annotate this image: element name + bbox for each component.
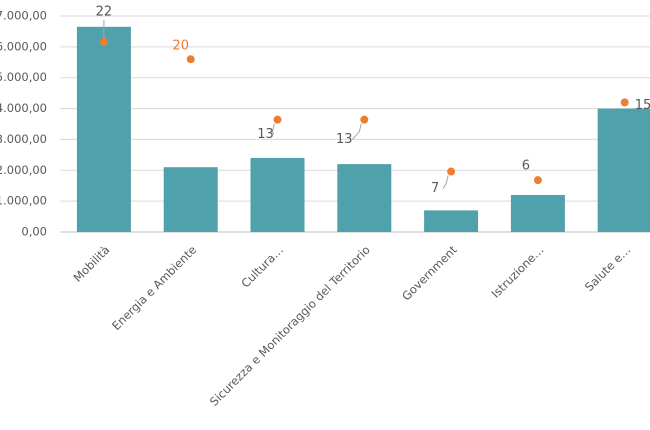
data-label: 7	[431, 181, 439, 196]
leader-line	[442, 175, 449, 189]
bar	[250, 157, 305, 232]
dot	[99, 37, 108, 46]
data-label: 13	[336, 132, 353, 147]
y-tick-label: 1.000,00	[0, 194, 47, 208]
y-tick-label: 4.000,00	[0, 101, 47, 115]
dot	[186, 55, 195, 64]
data-label: 6	[522, 159, 530, 174]
leader-line	[351, 123, 362, 141]
bar	[424, 210, 479, 232]
bar	[163, 167, 218, 232]
data-label: 15	[635, 98, 650, 113]
x-tick-label: Government	[399, 242, 460, 303]
leader-line	[271, 123, 275, 135]
data-label: 20	[172, 39, 189, 54]
y-tick-label: 3.000,00	[0, 132, 47, 146]
x-tick-label: Salute e…	[582, 243, 633, 294]
y-tick-label: 2.000,00	[0, 163, 47, 177]
dot	[533, 176, 542, 185]
bar	[510, 194, 565, 232]
bar	[337, 164, 392, 232]
dot	[273, 115, 282, 124]
x-tick-label: Mobilità	[70, 243, 112, 285]
dot	[620, 98, 629, 107]
y-tick-label: 5.000,00	[0, 70, 47, 84]
dot	[447, 167, 456, 176]
y-tick-label: 7.000,00	[0, 9, 47, 23]
x-tick-label: Sicurezza e Monitoraggio del Territorio	[207, 243, 373, 409]
y-tick-label: 6.000,00	[0, 39, 47, 53]
bar	[76, 26, 131, 232]
x-tick-label: Cultura…	[238, 243, 286, 291]
bar	[597, 108, 650, 232]
x-tick-label: Istruzione…	[488, 243, 546, 301]
dot	[360, 115, 369, 124]
y-tick-label: 0,00	[21, 225, 47, 239]
data-label: 22	[96, 4, 113, 19]
data-label: 13	[257, 127, 274, 142]
x-tick-label: Energia e Ambiente	[109, 243, 199, 333]
